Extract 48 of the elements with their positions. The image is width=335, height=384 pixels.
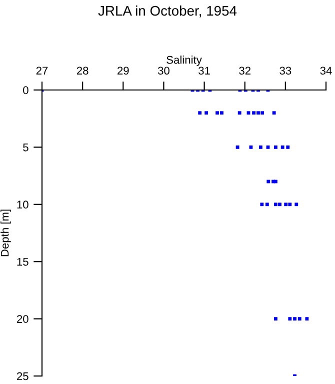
chart-title: JRLA in October, 1954 xyxy=(98,6,237,18)
x-tick-label: 29 xyxy=(118,66,129,75)
y-tick-label: 20 xyxy=(17,315,28,323)
point xyxy=(274,180,278,184)
point xyxy=(288,202,292,206)
point xyxy=(260,202,264,206)
point xyxy=(249,146,253,149)
point xyxy=(274,202,278,206)
point xyxy=(284,202,288,206)
point xyxy=(274,146,278,149)
point xyxy=(274,317,278,320)
x-tick-label: 30 xyxy=(158,66,170,75)
x-tick-label: 28 xyxy=(76,66,88,75)
point xyxy=(272,111,276,115)
point xyxy=(266,180,270,184)
point xyxy=(258,146,262,149)
point xyxy=(305,317,309,320)
point xyxy=(286,146,290,149)
point xyxy=(246,111,250,115)
point xyxy=(252,111,256,115)
y-tick-label: 5 xyxy=(23,144,28,152)
x-tick-label: 34 xyxy=(320,66,332,75)
point xyxy=(265,202,269,206)
x-tick-label: 27 xyxy=(36,66,48,74)
point xyxy=(198,111,202,115)
point xyxy=(293,317,296,320)
point xyxy=(294,202,298,206)
y-tick-label: 15 xyxy=(17,258,28,266)
y-tick-label: 25 xyxy=(17,372,28,380)
point xyxy=(288,317,292,320)
x-tick-label: 33 xyxy=(280,66,292,75)
x-tick-label: 31 xyxy=(198,66,210,75)
point xyxy=(238,111,242,115)
x-tick-label: 32 xyxy=(239,66,250,75)
point xyxy=(260,111,264,115)
point xyxy=(236,146,240,149)
point xyxy=(266,146,270,149)
y-tick-label: 10 xyxy=(17,200,28,209)
y-axis-title: Depth [m] xyxy=(0,210,11,256)
y-tick-label: 0 xyxy=(23,86,28,94)
point xyxy=(298,317,302,320)
point xyxy=(256,111,260,115)
point xyxy=(220,111,224,115)
x-axis-title: Salinity xyxy=(166,56,202,66)
point xyxy=(280,146,284,149)
point xyxy=(278,202,282,206)
point xyxy=(216,111,219,115)
point xyxy=(204,111,208,115)
